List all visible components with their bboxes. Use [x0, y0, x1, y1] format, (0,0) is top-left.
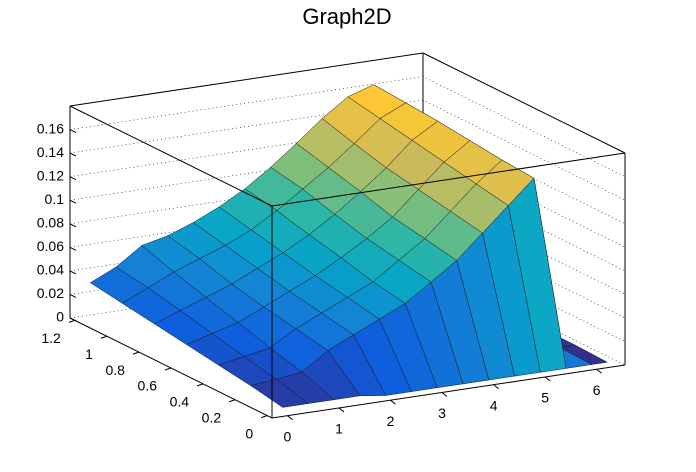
y-tick [261, 415, 268, 419]
y-tick [164, 367, 172, 371]
z-tick [69, 270, 77, 275]
y-tick-label: 0.4 [170, 394, 190, 410]
x-tick [390, 399, 396, 405]
x-tick-label: 6 [593, 382, 601, 398]
x-tick-label: 1 [335, 421, 343, 437]
z-tick [69, 129, 77, 134]
z-tick [69, 293, 77, 298]
y-tick [100, 335, 108, 339]
z-tick [69, 152, 77, 157]
y-tick [68, 319, 75, 323]
x-tick-label: 5 [541, 390, 549, 406]
box-edge [69, 52, 424, 107]
y-tick [196, 383, 204, 387]
z-tick [69, 199, 77, 204]
z-tick-label: 0.14 [37, 144, 64, 160]
z-tick-label: 0.08 [37, 214, 64, 230]
y-tick-label: 0.2 [202, 409, 222, 425]
box-edge [422, 52, 626, 154]
box-edge [271, 152, 626, 207]
x-tick [596, 368, 602, 374]
y-tick-label: 0 [245, 425, 253, 441]
surface-cell [250, 379, 309, 408]
x-tick [441, 392, 448, 397]
x-tick [338, 407, 345, 413]
x-tick [287, 415, 293, 421]
box-edge [271, 364, 626, 419]
x-tick-label: 4 [490, 397, 498, 413]
x-tick-label: 3 [438, 405, 446, 421]
y-tick-label: 0.6 [138, 378, 158, 394]
z-tick-label: 0.1 [45, 191, 65, 207]
grid-line [69, 99, 626, 201]
grid-line [69, 76, 626, 177]
z-tick [69, 176, 77, 181]
z-tick [69, 223, 77, 228]
x-tick [493, 384, 499, 390]
chart-title: Graph2D [302, 4, 391, 29]
z-tick-label: 0.12 [37, 167, 64, 183]
y-tick [228, 399, 236, 403]
y-tick [132, 351, 140, 355]
x-tick-label: 0 [284, 428, 292, 444]
x-tick-label: 2 [387, 413, 395, 429]
y-tick-label: 1.2 [41, 330, 61, 346]
z-tick-label: 0.04 [37, 262, 64, 278]
y-tick-label: 0.8 [105, 362, 125, 378]
z-tick-label: 0.16 [37, 120, 64, 136]
y-tick-label: 1 [85, 346, 93, 362]
box-edge [69, 105, 273, 207]
z-tick-label: 0 [56, 309, 64, 325]
x-tick [544, 376, 551, 382]
z-tick-label: 0.02 [37, 285, 64, 301]
z-tick-label: 0.06 [37, 238, 64, 254]
z-tick [69, 246, 77, 251]
